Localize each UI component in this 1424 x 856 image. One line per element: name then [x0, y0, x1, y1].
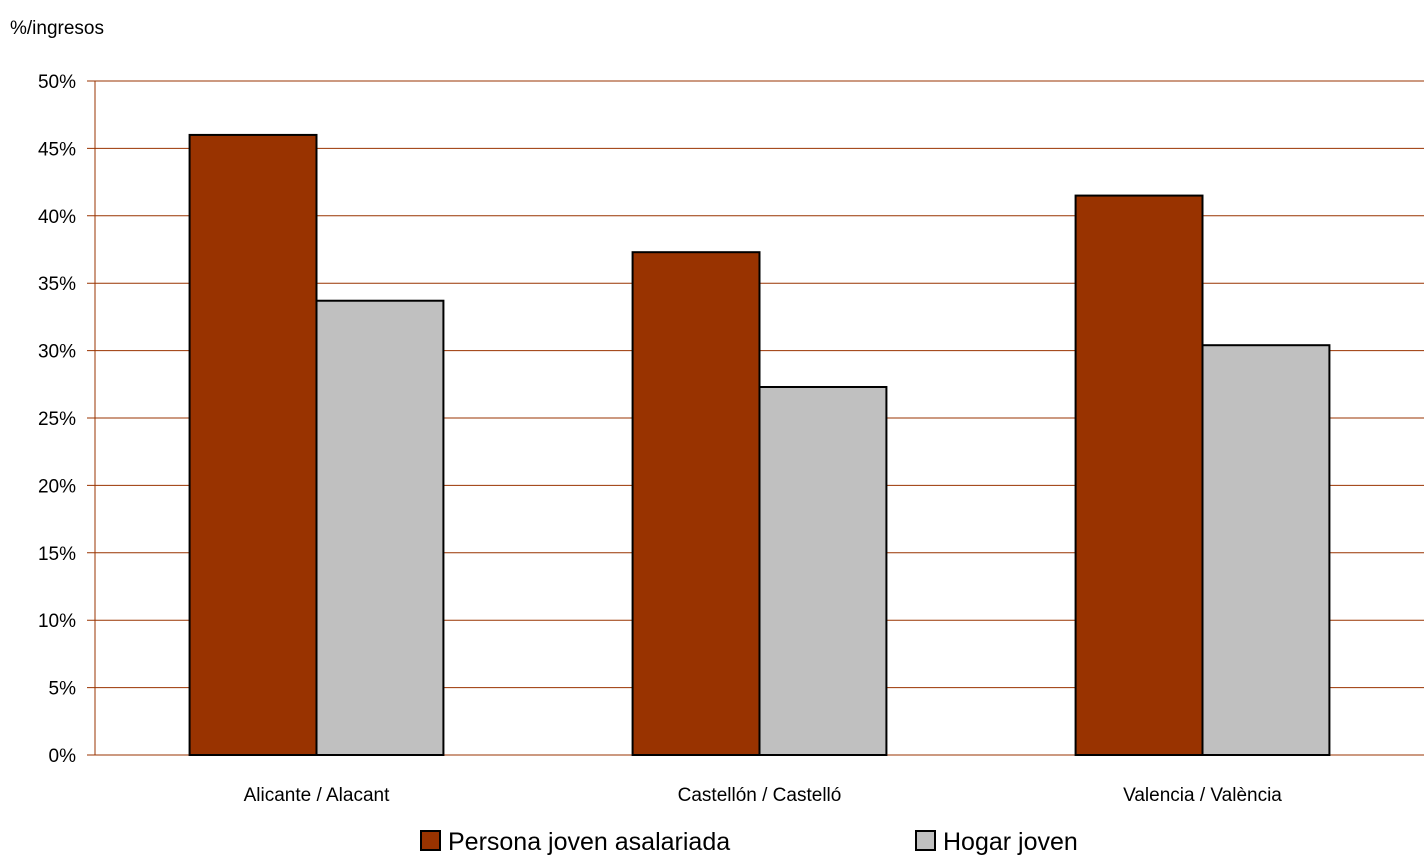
x-category-label: Castellón / Castelló	[678, 785, 842, 806]
legend-label: Persona joven asalariada	[448, 828, 730, 856]
y-tick-label: 35%	[38, 274, 76, 295]
y-tick-label: 45%	[38, 139, 76, 160]
y-axis-title: %/ingresos	[10, 18, 104, 39]
legend-label: Hogar joven	[943, 828, 1078, 856]
y-tick-label: 50%	[38, 72, 76, 93]
bars	[188, 133, 1331, 757]
legend-swatch	[420, 830, 441, 851]
bar	[315, 299, 445, 756]
bar	[1201, 344, 1331, 756]
legend-swatch	[915, 830, 936, 851]
bar	[188, 133, 318, 757]
y-tick-label: 25%	[38, 409, 76, 430]
y-tick-label: 10%	[38, 611, 76, 632]
legend: Persona joven asalariada Hogar joven	[420, 828, 1078, 856]
labels: 0% 5% 10% 15% 20% 25% 30% 35% 40% 45% 50% Alicante …	[38, 72, 1282, 806]
bar	[631, 251, 761, 756]
y-tick-label: 30%	[38, 342, 76, 363]
y-tick-label: 15%	[38, 544, 76, 565]
y-tick-label: 5%	[49, 679, 77, 700]
y-tick-label: 40%	[38, 207, 76, 228]
y-tick-label: 20%	[38, 476, 76, 497]
x-category-label: Valencia / València	[1123, 785, 1282, 806]
bar	[1074, 194, 1204, 756]
x-category-label: Alicante / Alacant	[244, 785, 390, 806]
y-tick-label: 0%	[49, 746, 77, 767]
bar	[758, 385, 888, 756]
